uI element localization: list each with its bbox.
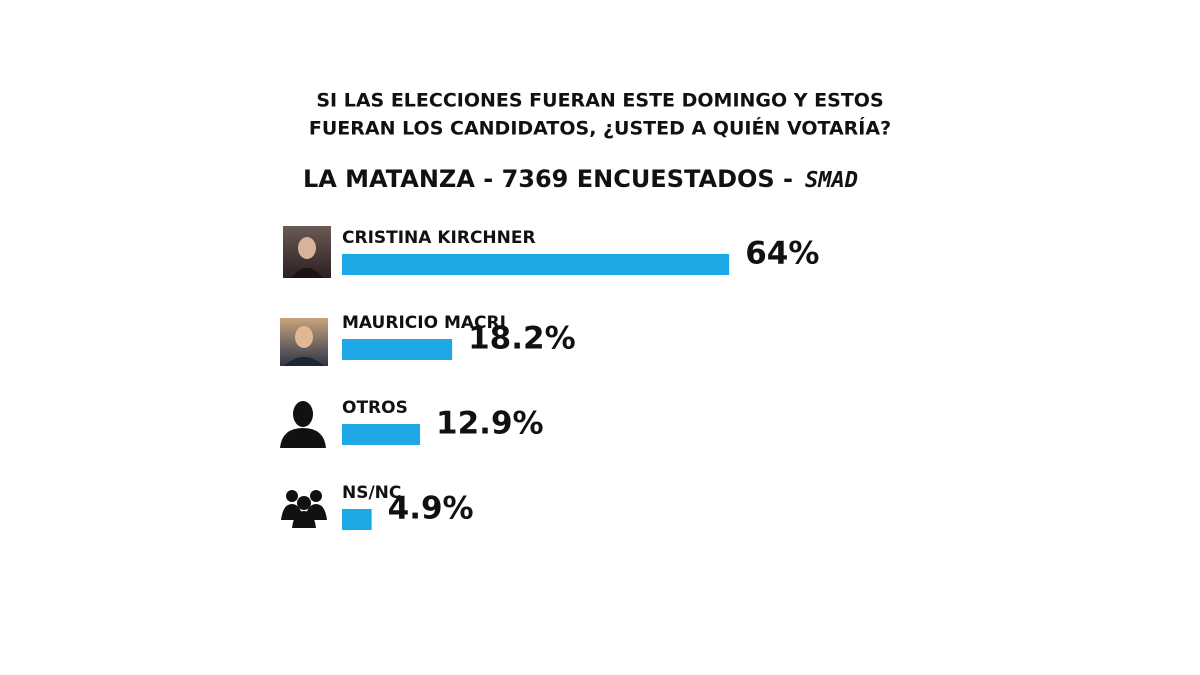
- category-label: NS/NC: [342, 483, 401, 503]
- category-label: OTROS: [342, 398, 408, 418]
- chart-title: SI LAS ELECCIONES FUERAN ESTE DOMINGO Y …: [316, 90, 883, 112]
- photo-icon: [283, 226, 331, 278]
- bar: [342, 424, 421, 445]
- bar: [342, 254, 730, 275]
- chart-title: FUERAN LOS CANDIDATOS, ¿USTED A QUIÉN VO…: [309, 117, 891, 140]
- value-label: 18.2%: [468, 321, 576, 357]
- person-icon: [280, 401, 326, 448]
- bar: [342, 339, 453, 360]
- bar: [342, 509, 372, 530]
- group-icon: [281, 490, 327, 528]
- category-label: CRISTINA KIRCHNER: [342, 228, 536, 248]
- value-label: 4.9%: [388, 491, 474, 527]
- logo: SMAD: [805, 168, 858, 193]
- chart-subtitle: LA MATANZA - 7369 ENCUESTADOS -: [303, 165, 793, 193]
- value-label: 64%: [745, 236, 819, 272]
- value-label: 12.9%: [436, 406, 544, 442]
- category-label: MAURICIO MACRI: [342, 313, 506, 333]
- photo-icon: [280, 318, 328, 366]
